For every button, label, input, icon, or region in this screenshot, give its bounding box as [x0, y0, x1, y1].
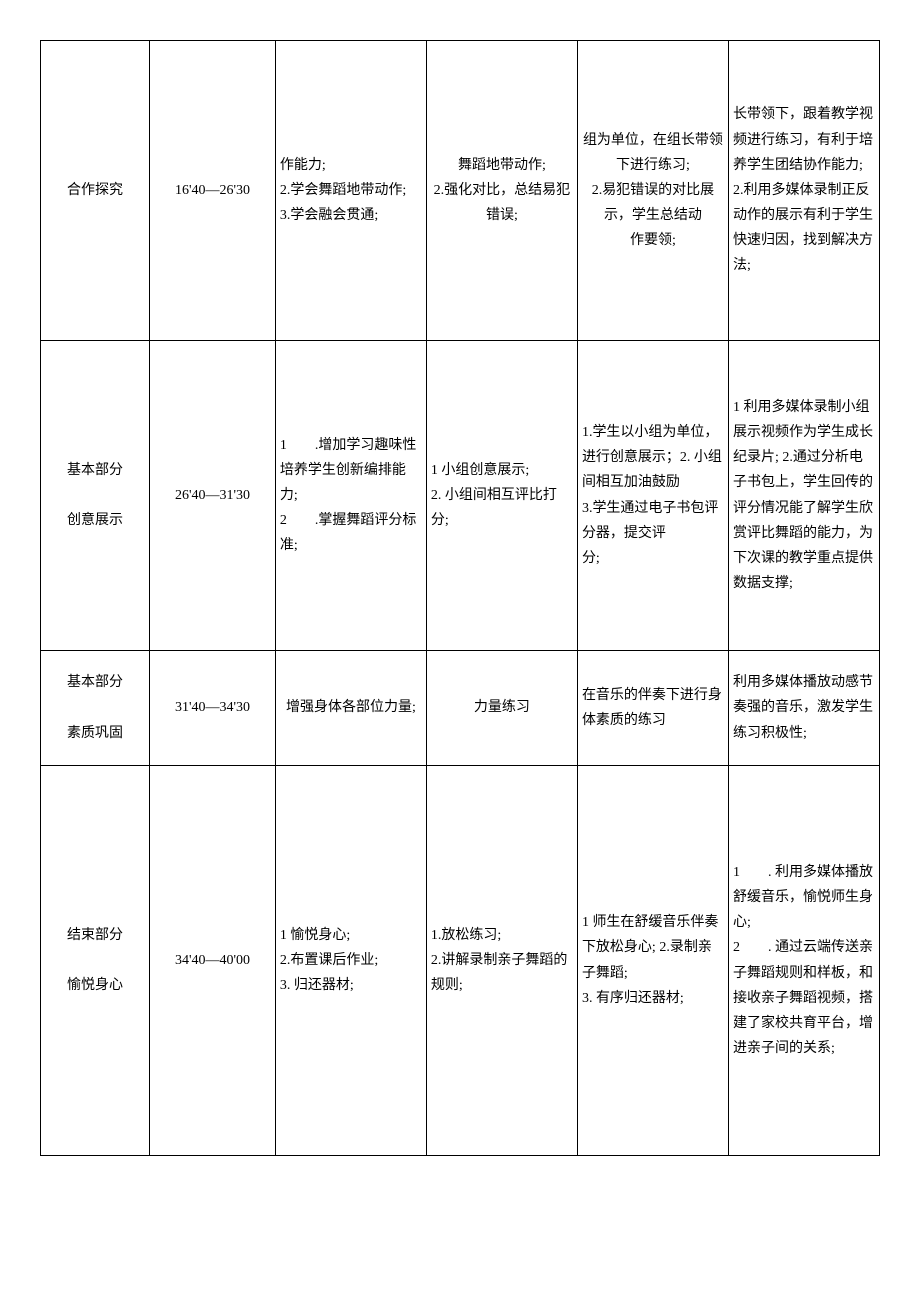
design-cell: 长带领下，跟着教学视频进行练习，有利于培养学生团结协作能力;2.利用多媒体录制正…: [728, 41, 879, 341]
time-cell: 31'40—34'30: [150, 651, 276, 766]
phase-cell: 结束部分愉悦身心: [41, 766, 150, 1156]
phase-cell: 基本部分素质巩固: [41, 651, 150, 766]
time-cell: 26'40—31'30: [150, 341, 276, 651]
student-cell: 1.学生以小组为单位，进行创意展示；2. 小组间相互加油鼓励3.学生通过电子书包…: [577, 341, 728, 651]
table-row: 结束部分愉悦身心 34'40—40'00 1 愉悦身心;2.布置课后作业;3. …: [41, 766, 880, 1156]
teacher-cell: 舞蹈地带动作;2.强化对比，总结易犯错误;: [426, 41, 577, 341]
phase-cell: 合作探究: [41, 41, 150, 341]
design-cell: 1 . 利用多媒体播放舒缓音乐，愉悦师生身心;2 . 通过云端传送亲子舞蹈规则和…: [728, 766, 879, 1156]
student-cell: 1 师生在舒缓音乐伴奏下放松身心; 2.录制亲子舞蹈;3. 有序归还器材;: [577, 766, 728, 1156]
design-cell: 1 利用多媒体录制小组展示视频作为学生成长纪录片; 2.通过分析电子书包上，学生…: [728, 341, 879, 651]
lesson-plan-table: 合作探究 16'40—26'30 作能力;2.学会舞蹈地带动作;3.学会融会贯通…: [40, 40, 880, 1156]
student-cell: 在音乐的伴奏下进行身体素质的练习: [577, 651, 728, 766]
design-cell: 利用多媒体播放动感节奏强的音乐，激发学生练习积极性;: [728, 651, 879, 766]
table-row: 合作探究 16'40—26'30 作能力;2.学会舞蹈地带动作;3.学会融会贯通…: [41, 41, 880, 341]
time-cell: 16'40—26'30: [150, 41, 276, 341]
objective-cell: 1 .增加学习趣味性培养学生创新编排能力;2 .掌握舞蹈评分标准;: [275, 341, 426, 651]
table-row: 基本部分素质巩固 31'40—34'30 增强身体各部位力量; 力量练习 在音乐…: [41, 651, 880, 766]
teacher-cell: 力量练习: [426, 651, 577, 766]
table-row: 基本部分创意展示 26'40—31'30 1 .增加学习趣味性培养学生创新编排能…: [41, 341, 880, 651]
objective-cell: 1 愉悦身心;2.布置课后作业;3. 归还器材;: [275, 766, 426, 1156]
student-cell: 组为单位，在组长带领下进行练习;2.易犯错误的对比展示，学生总结动作要领;: [577, 41, 728, 341]
time-cell: 34'40—40'00: [150, 766, 276, 1156]
objective-cell: 增强身体各部位力量;: [275, 651, 426, 766]
teacher-cell: 1 小组创意展示;2. 小组间相互评比打分;: [426, 341, 577, 651]
phase-cell: 基本部分创意展示: [41, 341, 150, 651]
teacher-cell: 1.放松练习;2.讲解录制亲子舞蹈的规则;: [426, 766, 577, 1156]
objective-cell: 作能力;2.学会舞蹈地带动作;3.学会融会贯通;: [275, 41, 426, 341]
